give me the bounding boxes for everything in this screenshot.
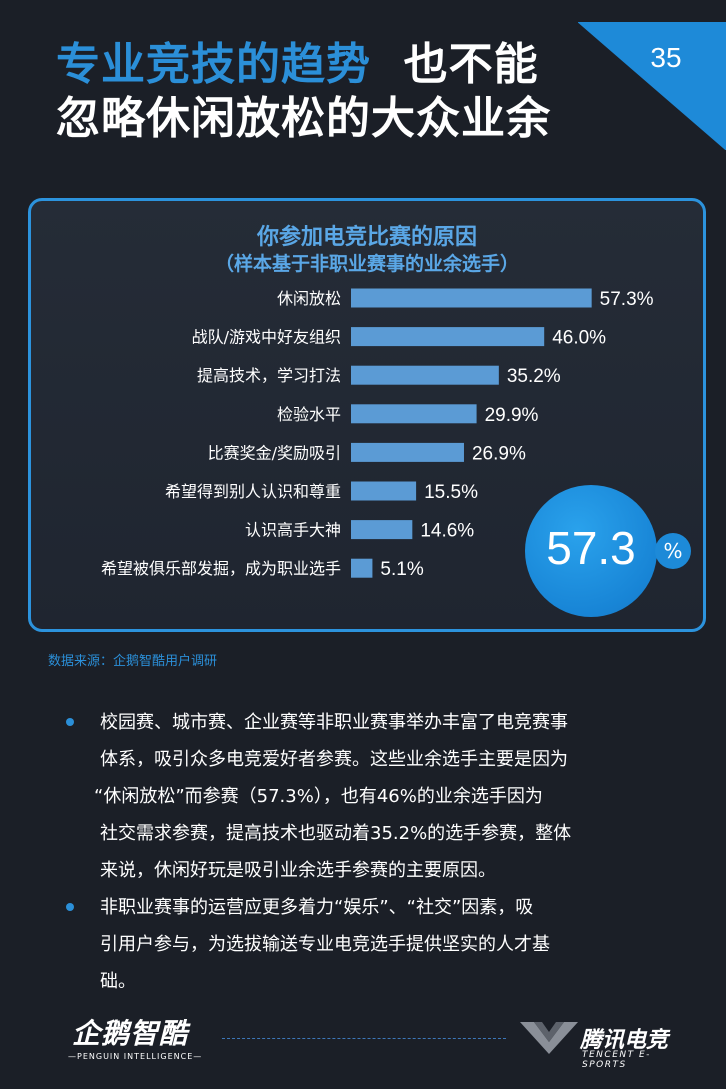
category-label: 战队/游戏中好友组织 [192, 328, 341, 347]
logo-subtext: TENCENT E-SPORTS [582, 1050, 651, 1070]
bar [351, 288, 592, 308]
bullet-item: 校园赛、城市赛、企业赛等非职业赛事举办丰富了电竞赛事 体系，吸引众多电竞爱好者参… [62, 704, 662, 889]
bullet-line: “休闲放松”而参赛（57.3%），也有46%的业余选手因为 [94, 786, 543, 807]
value-label: 14.6% [420, 521, 474, 542]
bullet-line: 体系，吸引众多电竞爱好者参赛。这些业余选手主要是因为 [100, 749, 568, 770]
value-label: 46.0% [552, 328, 606, 349]
category-label: 检验水平 [277, 405, 341, 424]
category-label: 休闲放松 [277, 289, 341, 308]
value-label: 29.9% [485, 405, 539, 426]
logo-text: 腾讯电竞 [580, 1028, 669, 1053]
page-number: 35 [650, 42, 682, 73]
bar [351, 365, 499, 385]
bullet-dot [66, 903, 74, 911]
category-label: 比赛奖金/奖励吸引 [208, 443, 341, 462]
category-label: 认识高手大神 [245, 521, 341, 540]
chart-panel: 你参加电竞比赛的原因 （样本基于非职业赛事的业余选手） 休闲放松 57.3% 战队/… [28, 198, 706, 632]
bullet-line: 非职业赛事的运营应更多着力“娱乐”、“社交”因素，吸 [100, 897, 534, 918]
category-label: 希望被俱乐部发掘，成为职业选手 [101, 559, 341, 578]
bullet-line: 来说，休闲好玩是吸引业余选手参赛的主要原因。 [100, 860, 496, 881]
v-shape-icon [520, 1022, 578, 1054]
chart-subtitle: （样本基于非职业赛事的业余选手） [214, 253, 519, 275]
bullet-list: 校园赛、城市赛、企业赛等非职业赛事举办丰富了电竞赛事 体系，吸引众多电竞爱好者参… [62, 704, 662, 1000]
bullet-line: 引用户参与，为选拔输送专业电竞选手提供坚实的人才基 [100, 934, 550, 955]
logo-text: 企鹅智酷 [72, 1017, 189, 1050]
bar [351, 327, 545, 347]
value-label: 5.1% [380, 559, 423, 580]
value-label: 35.2% [507, 366, 561, 387]
highlight-unit: % [655, 533, 691, 569]
bar [351, 404, 477, 424]
highlight-circle: 57.3 [525, 485, 657, 617]
page-title: 专业竞技的趋势 也不能 忽略休闲放松的大众业余 [56, 38, 551, 146]
bar [351, 442, 464, 462]
tencent-esports-logo: 腾讯电竞 TENCENT E-SPORTS [520, 1018, 690, 1070]
chart-title: 你参加电竞比赛的原因 [256, 225, 477, 250]
category-label: 希望得到别人认识和尊重 [165, 482, 341, 501]
data-source: 数据来源：企鹅智酷用户调研 [48, 654, 218, 669]
value-label: 57.3% [600, 289, 654, 310]
bullet-line: 础。 [100, 971, 136, 992]
penguin-intelligence-logo: 企鹅智酷 —PENGUIN INTELLIGENCE— [68, 1012, 202, 1068]
highlight-value: 57.3 [546, 522, 636, 574]
bar-chart: 休闲放松 57.3% 战队/游戏中好友组织 46.0% 提高技术，学习打法 35.2% 检验… [101, 288, 654, 580]
bullet-line: 校园赛、城市赛、企业赛等非职业赛事举办丰富了电竞赛事 [100, 712, 568, 733]
category-label: 提高技术，学习打法 [197, 366, 341, 385]
bullet-item: 非职业赛事的运营应更多着力“娱乐”、“社交”因素，吸 引用户参与，为选拔输送专业… [62, 889, 662, 1000]
value-label: 15.5% [424, 482, 478, 503]
bar [351, 520, 413, 540]
bar [351, 481, 417, 501]
logo-subtext: —PENGUIN INTELLIGENCE— [68, 1052, 203, 1061]
title-highlight: 专业竞技的趋势 [56, 39, 371, 90]
bullet-line: 社交需求参赛，提高技术也驱动着35.2%的选手参赛，整体 [100, 823, 572, 844]
footer-divider [222, 1038, 506, 1039]
title-line2: 忽略休闲放松的大众业余 [56, 93, 551, 144]
value-label: 26.9% [472, 443, 526, 464]
title-line1-rest: 也不能 [403, 39, 539, 90]
corner-triangle [578, 22, 726, 150]
bar [351, 558, 373, 578]
bullet-dot [66, 718, 74, 726]
